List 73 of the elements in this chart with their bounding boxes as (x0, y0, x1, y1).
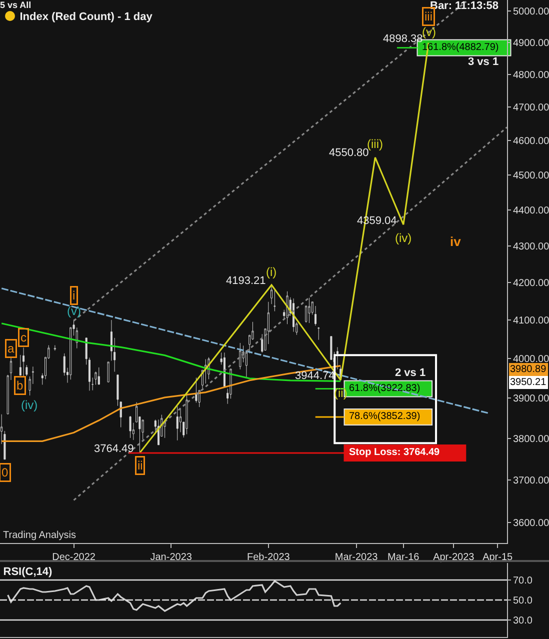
chart-title: RSI(C,14) (3, 566, 53, 578)
y-tick-label: 50.0 (513, 596, 533, 606)
y-tick-label: 30.0 (513, 616, 533, 626)
annotation: iv (450, 234, 462, 249)
annotation: 0 (2, 466, 8, 480)
candlestick (186, 395, 188, 434)
annotation: c (20, 330, 26, 344)
y-tick-label: 4000.00 (513, 354, 549, 365)
y-tick-label: 4800.00 (513, 70, 549, 81)
annotation: 4193.21 (226, 275, 266, 287)
text: Index (Red Count) - 1 day (20, 11, 154, 24)
annotation: b (16, 378, 24, 392)
x-tick-label: Mar-16 (388, 552, 420, 563)
ref-line-label: 78.6%(3852.39) (349, 411, 420, 422)
y-tick-label: 4600.00 (513, 136, 549, 148)
candlestick (54, 344, 56, 351)
text: 3950.21 (510, 377, 547, 388)
ref-line-label: Stop Loss: 3764.49 (349, 447, 440, 458)
candlestick (120, 402, 122, 428)
x-tick-label: Feb-2023 (247, 552, 290, 563)
candlestick (116, 374, 119, 406)
line-series (7, 580, 342, 612)
candlestick (318, 326, 320, 340)
annotation: 2 vs 1 (395, 367, 426, 379)
candlestick (22, 347, 25, 377)
annotation: 5 vs All (0, 0, 32, 10)
y-tick-label: 3800.00 (513, 434, 549, 445)
x-tick-label: Mar-2023 (334, 552, 378, 563)
candlestick (129, 416, 132, 438)
line-series (0, 322, 342, 382)
annotation: (iv) (395, 231, 412, 245)
x-tick-label: Jan-2023 (150, 552, 192, 563)
y-tick-label: 70.0 (513, 576, 533, 586)
y-tick-label: 4900.00 (513, 38, 549, 49)
y-tick-label: 5000.00 (513, 6, 549, 18)
text: 3980.89 (510, 364, 547, 375)
annotation: (v) (422, 25, 436, 39)
x-tick-label: Apr-15 (482, 552, 514, 563)
annotation: 4550.80 (329, 147, 369, 159)
y-tick-label: 4100.00 (513, 315, 549, 326)
annotation: 3 vs 1 (468, 56, 499, 68)
y-tick-label: 4200.00 (513, 278, 549, 289)
annotation: Trading Analysis (3, 530, 76, 541)
annotation: (v) (67, 304, 81, 318)
candlestick (107, 362, 110, 383)
annotation: 4898.38 (383, 33, 423, 45)
y-tick-label: 3900.00 (513, 393, 549, 404)
candlestick (330, 336, 332, 360)
annotation: (iii) (367, 137, 383, 151)
y-tick-label: 4700.00 (513, 102, 549, 114)
y-tick-label: 3700.00 (513, 475, 549, 486)
y-tick-label: 4400.00 (513, 205, 549, 216)
y-tick-label: 4300.00 (513, 241, 549, 252)
candlestick (308, 297, 310, 324)
annotation: i (72, 288, 76, 302)
candlestick (98, 367, 100, 385)
annotation: iii (424, 10, 432, 24)
annotation: 3764.49 (94, 443, 134, 455)
candlestick (204, 358, 207, 384)
annotation: ii (138, 458, 143, 472)
annotation: (iv) (21, 398, 38, 412)
x-tick-label: Dec-2022 (52, 552, 96, 563)
candlestick (195, 377, 198, 403)
candlestick (239, 342, 242, 370)
annotation: a (8, 342, 14, 356)
y-tick-label: 3600.00 (513, 518, 549, 530)
candlestick (314, 306, 317, 326)
annotation: (i) (266, 265, 277, 279)
candlestick (274, 288, 276, 312)
y-tick-label: 4500.00 (513, 170, 549, 182)
x-tick-label: Apr-2023 (433, 552, 475, 563)
candlestick (270, 284, 273, 304)
candlestick (176, 406, 178, 441)
